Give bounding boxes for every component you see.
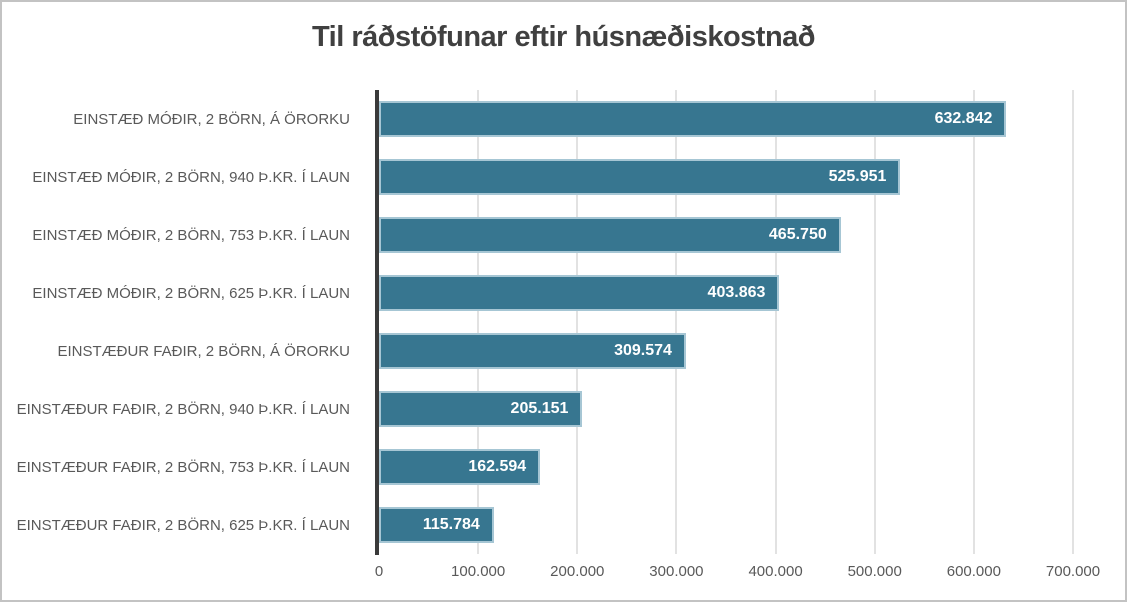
y-axis-category-labels: EINSTÆÐ MÓÐIR, 2 BÖRN, Á ÖRORKU EINSTÆÐ M… [2, 90, 363, 554]
bar-value-label: 115.784 [422, 516, 480, 533]
bar: 465.750 [379, 217, 841, 253]
gridline [675, 90, 678, 554]
category-label: EINSTÆÐUR FAÐIR, 2 BÖRN, 940 Þ.KR. Í LAU… [16, 400, 350, 418]
category-label: EINSTÆÐUR FAÐIR, 2 BÖRN, 753 Þ.KR. Í LAU… [16, 458, 350, 476]
bar-value-label: 632.842 [934, 110, 993, 127]
bar-value-label: 465.750 [768, 226, 827, 243]
chart-row: 403.863 [379, 264, 1073, 322]
gridline [576, 90, 579, 554]
x-axis-tick-label: 200.000 [550, 563, 605, 580]
bar-value-label: 162.594 [468, 458, 527, 475]
category-label: EINSTÆÐ MÓÐIR, 2 BÖRN, Á ÖRORKU [73, 110, 350, 128]
bar-value-label: 309.574 [614, 342, 672, 359]
y-axis-line [375, 90, 379, 555]
gridline [972, 90, 975, 554]
category-label: EINSTÆÐUR FAÐIR, 2 BÖRN, 625 Þ.KR. Í LAU… [16, 516, 350, 534]
category-label: EINSTÆÐ MÓÐIR, 2 BÖRN, 940 Þ.KR. Í LAUN [32, 168, 350, 186]
bar-value-label: 205.151 [510, 400, 569, 417]
bar: 115.784 [379, 507, 494, 543]
x-axis-tick-labels: 0 100.000 200.000 300.000 400.000 500.000 600.… [375, 563, 1100, 585]
category-label: EINSTÆÐUR FAÐIR, 2 BÖRN, Á ÖRORKU [57, 342, 350, 360]
bar: 525.951 [379, 159, 901, 195]
x-axis-tick-label: 400.000 [748, 563, 803, 580]
gridline [873, 90, 876, 554]
bar-value-label: 525.951 [828, 168, 887, 185]
chart-row: 162.594 [379, 438, 1073, 496]
chart-row: 115.784 [379, 496, 1073, 554]
x-axis-tick-label: 0 [374, 563, 384, 580]
category-label: EINSTÆÐ MÓÐIR, 2 BÖRN, 625 Þ.KR. Í LAUN [32, 284, 350, 302]
x-axis-tick-label: 600.000 [946, 563, 1001, 580]
bar-value-label: 403.863 [707, 284, 766, 301]
bar: 632.842 [379, 101, 1007, 137]
chart-title: Til ráðstöfunar eftir húsnæðiskostnað [311, 21, 816, 53]
chart-row: 632.842 [379, 90, 1073, 148]
bar: 309.574 [379, 333, 686, 369]
x-axis-tick-label: 700.000 [1045, 563, 1101, 580]
bar-series: 632.842 525.951 465.750 403.863 309.574 205.1… [379, 90, 1073, 554]
x-axis-tick-label: 500.000 [847, 563, 902, 580]
bar: 403.863 [379, 275, 780, 311]
category-label: EINSTÆÐ MÓÐIR, 2 BÖRN, 753 Þ.KR. Í LAUN [32, 226, 350, 244]
gridline [477, 90, 480, 554]
bar: 162.594 [379, 449, 541, 485]
bar: 205.151 [379, 391, 583, 427]
x-axis-tick-label: 300.000 [649, 563, 704, 580]
chart-row: 525.951 [379, 148, 1073, 206]
chart-row: 465.750 [379, 206, 1073, 264]
chart-row: 309.574 [379, 322, 1073, 380]
x-axis-tick-label: 100.000 [451, 563, 506, 580]
plot-area: 632.842 525.951 465.750 403.863 309.574 205.1… [379, 90, 1074, 554]
gridline [774, 90, 777, 554]
chart-row: 205.151 [379, 380, 1073, 438]
gridline [1072, 90, 1074, 554]
